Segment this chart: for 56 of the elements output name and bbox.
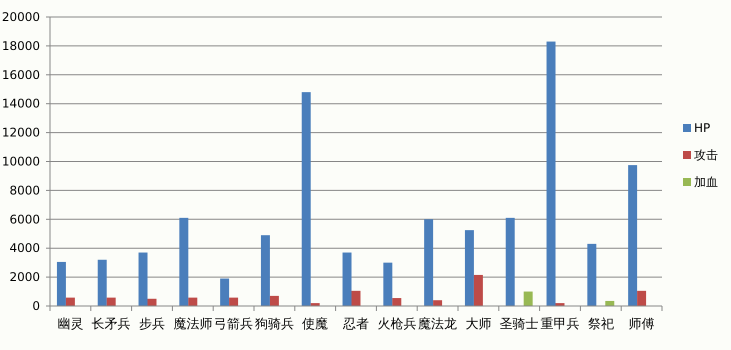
x-tick-label: 火枪兵 xyxy=(377,317,416,332)
bar xyxy=(302,92,311,306)
bar xyxy=(229,298,238,306)
x-tick-label: 狗骑兵 xyxy=(254,317,294,332)
legend-label: 加血 xyxy=(694,175,718,189)
bar xyxy=(56,262,66,306)
bar xyxy=(628,165,638,306)
y-tick-label: 6000 xyxy=(9,212,40,226)
y-tick-label: 2000 xyxy=(9,270,40,284)
bar xyxy=(66,298,75,306)
x-tick-label: 祭祀 xyxy=(588,317,614,332)
bar xyxy=(464,230,474,306)
y-tick-label: 8000 xyxy=(9,183,40,198)
bar xyxy=(188,298,198,306)
x-tick-label: 重甲兵 xyxy=(540,317,580,332)
bar xyxy=(98,260,107,306)
bar xyxy=(524,292,533,306)
y-tick-label: 4000 xyxy=(9,241,40,256)
x-tick-label: 幽灵 xyxy=(57,317,84,332)
x-tick-label: 圣骑士 xyxy=(500,317,539,332)
y-tick-label: 0 xyxy=(32,299,40,313)
x-tick-label: 师傅 xyxy=(628,317,655,332)
bar xyxy=(179,218,188,306)
x-tick-label: 长矛兵 xyxy=(92,317,131,332)
y-tick-label: 12000 xyxy=(2,126,40,140)
legend-label: 攻击 xyxy=(694,148,718,162)
y-tick-label: 16000 xyxy=(2,68,40,82)
bar xyxy=(474,274,483,306)
bar xyxy=(342,252,352,306)
bar xyxy=(506,218,515,306)
y-tick-label: 18000 xyxy=(2,38,40,53)
bar xyxy=(587,244,596,306)
bar xyxy=(637,290,646,306)
bar xyxy=(260,235,270,306)
bar xyxy=(270,296,279,306)
bar xyxy=(138,252,148,306)
y-tick-label: 20000 xyxy=(2,10,40,24)
x-tick-label: 步兵 xyxy=(139,317,165,332)
bar xyxy=(546,42,556,306)
bar xyxy=(106,298,116,306)
x-tick-label: 使魔 xyxy=(302,317,328,332)
bar xyxy=(424,219,434,306)
bar xyxy=(433,300,442,306)
x-tick-label: 魔法师 xyxy=(173,317,212,332)
bar xyxy=(220,278,230,306)
bar xyxy=(148,298,156,306)
y-tick-label: 10000 xyxy=(2,154,40,168)
x-tick-label: 魔法龙 xyxy=(418,317,458,332)
bar xyxy=(383,262,392,306)
x-tick-label: 大师 xyxy=(465,317,492,332)
y-tick-label: 14000 xyxy=(2,96,40,111)
bar xyxy=(352,290,360,306)
legend-label: HP xyxy=(694,121,710,135)
x-tick-label: 弓箭兵 xyxy=(214,317,254,332)
bar xyxy=(392,298,402,306)
x-tick-label: 忍者 xyxy=(342,317,369,332)
